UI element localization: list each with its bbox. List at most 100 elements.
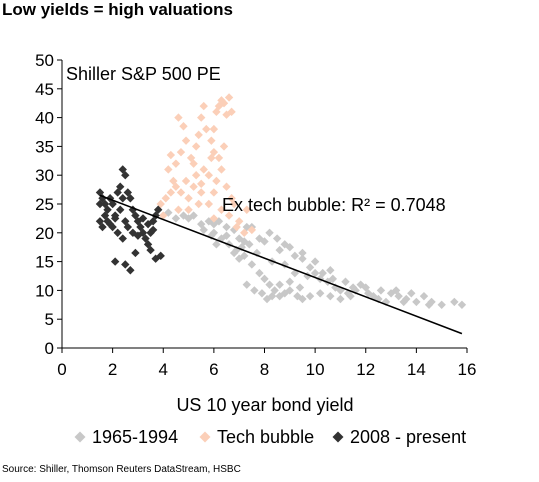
data-point [212, 107, 221, 117]
data-point [148, 225, 158, 235]
data-point [212, 176, 221, 186]
data-point [197, 113, 206, 122]
data-point [260, 237, 269, 246]
data-point [169, 176, 178, 186]
data-point [305, 291, 315, 301]
data-point [116, 182, 125, 191]
data-point [305, 263, 315, 272]
data-point [240, 251, 249, 261]
data-point [336, 294, 345, 304]
data-point [110, 214, 120, 223]
data-point [214, 217, 224, 226]
data-point [222, 182, 231, 191]
data-point [272, 234, 282, 243]
data-point [204, 199, 214, 209]
data-point [118, 194, 127, 203]
data-point [255, 268, 264, 278]
y-tick-label: 50 [35, 51, 54, 70]
data-point [298, 248, 307, 258]
axes [57, 59, 468, 353]
data-point [234, 234, 244, 243]
data-point [103, 217, 112, 226]
data-point [121, 171, 130, 180]
data-point [295, 283, 305, 292]
data-point [315, 289, 325, 298]
data-point [217, 96, 226, 105]
data-point [242, 222, 251, 232]
data-point [171, 159, 181, 168]
y-tick-label: 25 [35, 195, 54, 214]
data-point [407, 289, 416, 298]
x-tick-label: 2 [108, 360, 117, 379]
data-point [240, 228, 249, 237]
data-point [222, 231, 231, 240]
data-point [95, 199, 105, 209]
data-point [197, 179, 206, 189]
legend-marker [74, 431, 86, 443]
data-point [234, 217, 244, 226]
data-point [136, 222, 145, 232]
data-point [171, 214, 181, 223]
y-tick-label: 10 [35, 281, 54, 300]
data-point [151, 254, 160, 263]
legend-marker [332, 431, 344, 443]
data-point [164, 165, 173, 174]
data-point [133, 231, 143, 240]
fit-label: Ex tech bubble: R² = 0.7048 [222, 195, 446, 215]
data-point [105, 219, 115, 229]
data-point [179, 122, 188, 131]
data-point [189, 211, 198, 220]
data-point [318, 268, 327, 278]
data-point [209, 188, 219, 197]
x-tick-label: 0 [57, 360, 66, 379]
data-point [141, 234, 150, 243]
data-point [98, 222, 107, 232]
data-point [199, 101, 208, 111]
series-2 [95, 165, 165, 275]
data-point [110, 257, 120, 266]
data-point [240, 237, 249, 246]
data-point [224, 93, 234, 102]
data-point [450, 297, 459, 307]
x-tick-label: 8 [260, 360, 269, 379]
data-point [184, 194, 193, 203]
data-point [255, 234, 264, 243]
data-point [348, 283, 358, 292]
data-point [419, 291, 429, 301]
legend: 1965-1994 Tech bubble 2008 - present [74, 427, 466, 447]
data-point [209, 219, 219, 229]
data-point [118, 165, 127, 174]
data-point [214, 101, 224, 111]
x-tick-label: 14 [407, 360, 426, 379]
data-point [100, 211, 110, 220]
data-point [116, 205, 125, 214]
data-point [217, 165, 226, 174]
data-point [219, 142, 229, 151]
data-point [222, 222, 231, 232]
data-point [126, 266, 135, 275]
series-1 [156, 93, 257, 237]
data-point [399, 297, 408, 307]
data-point [126, 194, 135, 203]
data-point [121, 260, 130, 269]
y-tick-label: 5 [45, 310, 54, 329]
data-point [199, 165, 208, 174]
data-point [242, 280, 251, 289]
data-point [326, 291, 335, 301]
data-point [298, 294, 307, 304]
data-point [108, 199, 117, 209]
data-point [285, 277, 295, 286]
data-point [285, 243, 295, 252]
data-point [209, 124, 219, 134]
data-point [153, 205, 163, 214]
data-point [219, 99, 229, 108]
y-tick-label: 40 [35, 109, 54, 128]
data-point [191, 142, 201, 151]
data-point [224, 211, 234, 220]
data-point [95, 217, 105, 226]
data-point [113, 228, 122, 237]
y-tick-label: 45 [35, 80, 54, 99]
y-tick-label: 30 [35, 166, 54, 185]
data-point [191, 171, 201, 180]
data-point [267, 291, 277, 301]
